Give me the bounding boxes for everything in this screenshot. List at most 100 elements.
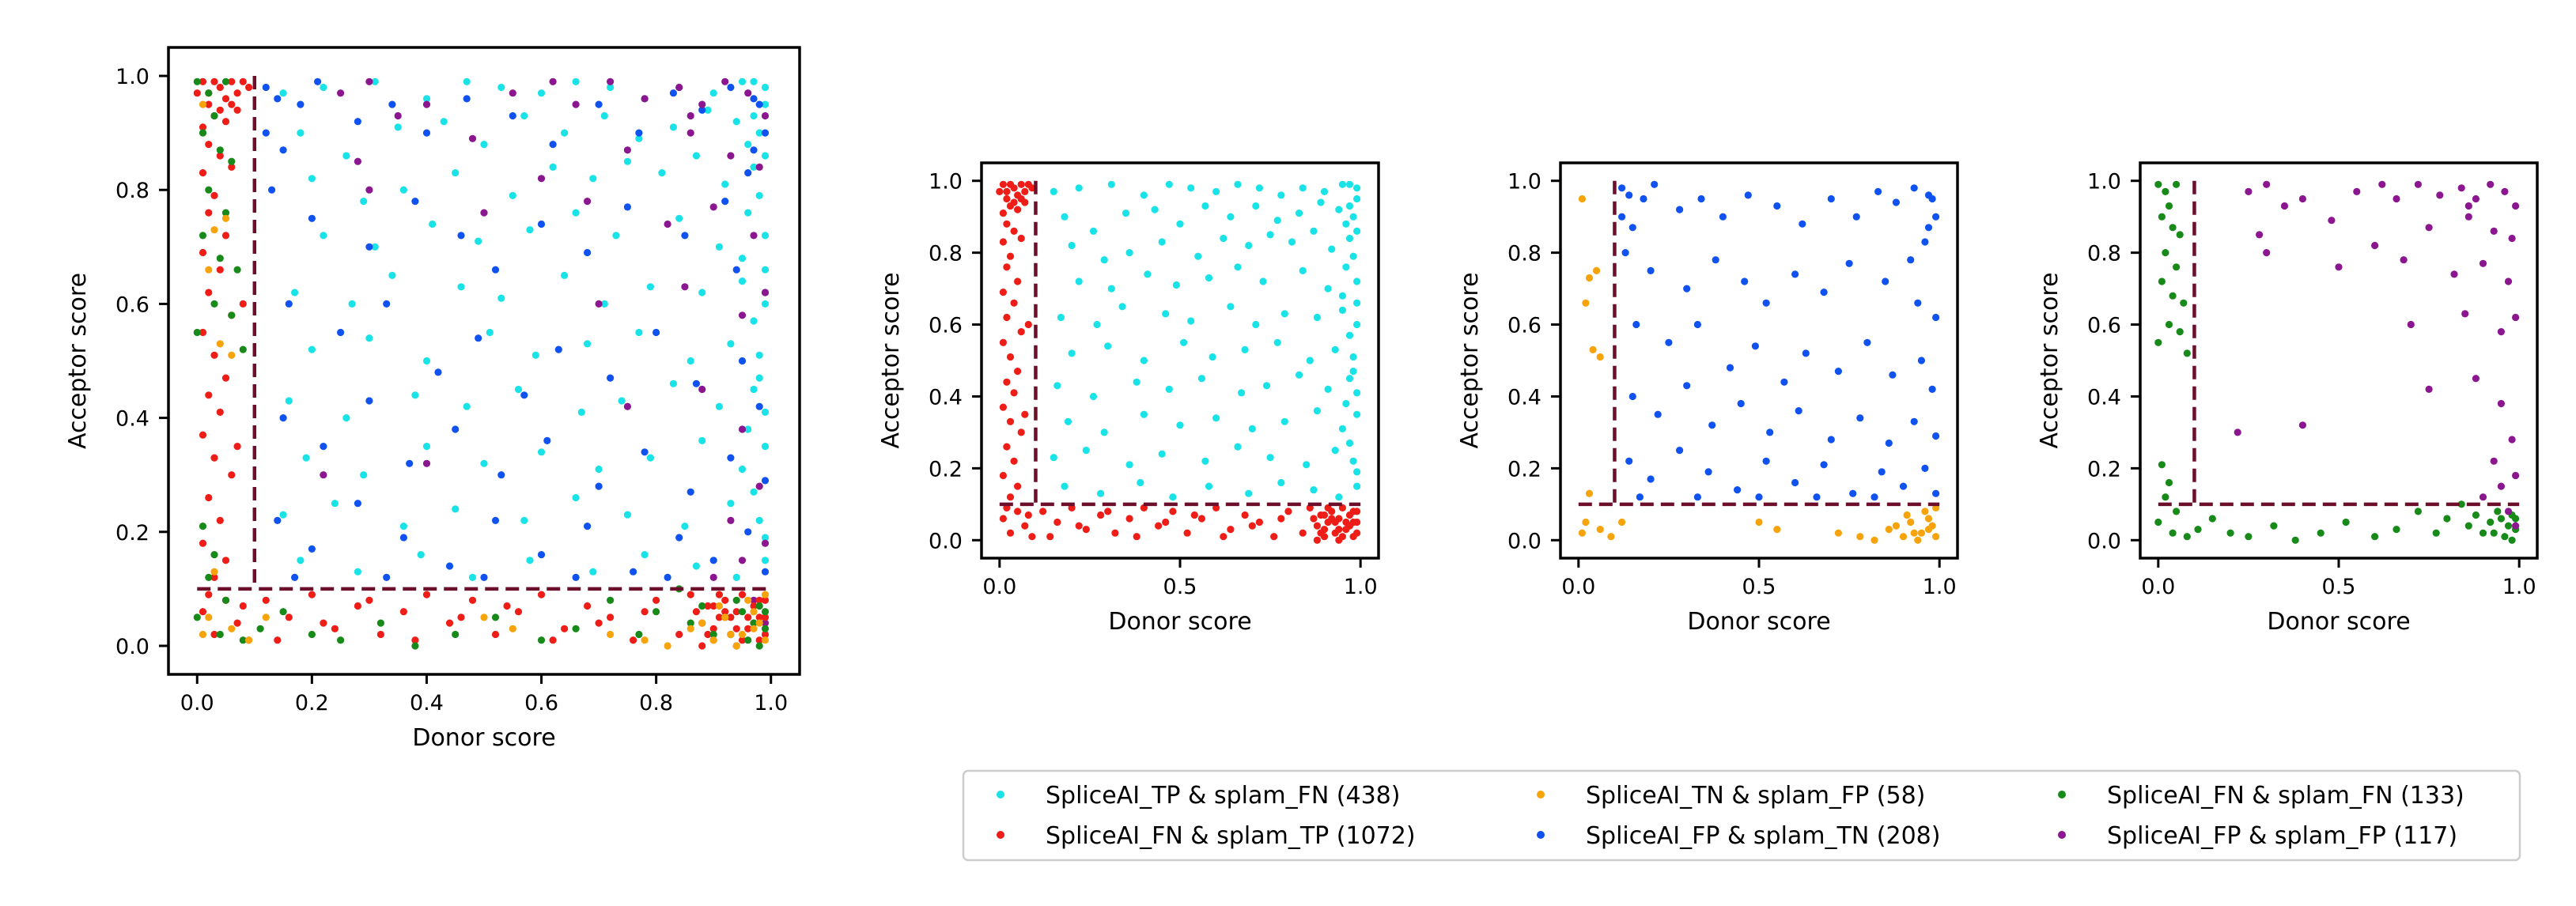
point-tp-fn-65: [1180, 338, 1188, 346]
point-tp-fn-85: [1140, 410, 1148, 418]
point-fn-tp-79: [738, 591, 747, 598]
point-fp-tn-70: [291, 573, 299, 582]
x-tick-label: 0.5: [1742, 575, 1776, 599]
point-fn-tp-92: [704, 630, 712, 639]
point-fp-fp-42: [738, 557, 747, 564]
legend-marker-fn-fn: [2058, 791, 2066, 798]
point-fp-tn-39: [554, 345, 562, 353]
point-fn-tp-31: [1003, 378, 1011, 386]
point-fp-fp-29: [2497, 328, 2505, 336]
point-tp-fn-10: [1299, 184, 1307, 192]
point-fp-tn-66: [675, 534, 683, 542]
point-tn-fp-13: [509, 625, 516, 632]
point-tp-fn-61: [1353, 320, 1361, 329]
point-fn-tp-11: [1006, 202, 1015, 210]
point-fn-fn-33: [607, 596, 615, 604]
point-fn-tp-4: [221, 95, 230, 103]
point-fp-tn-38: [520, 391, 528, 399]
point-tn-fp-14: [607, 630, 615, 639]
point-tp-fn-69: [1306, 357, 1314, 364]
point-fn-tp-30: [1014, 368, 1022, 376]
point-fp-fp-4: [2353, 187, 2361, 195]
point-tp-fn-18: [1176, 220, 1184, 228]
point-tp-fn-52: [348, 300, 356, 308]
point-tp-fn-117: [1345, 331, 1354, 339]
point-tp-fn-107: [526, 557, 534, 564]
point-tn-fp-11: [199, 630, 207, 639]
point-tp-fn-122: [1353, 299, 1361, 307]
point-fn-tp-104: [233, 619, 241, 627]
point-fn-tp-6: [233, 89, 241, 97]
point-fn-tp-19: [199, 169, 207, 177]
point-fp-tn-20: [1907, 256, 1915, 264]
point-fn-tp-21: [210, 191, 218, 199]
point-fn-fn-8: [221, 209, 230, 217]
point-tp-fn-51: [1057, 313, 1065, 322]
point-fp-fp-3: [2298, 194, 2306, 203]
point-tp-fn-49: [1342, 263, 1350, 271]
point-fp-tn-64: [1820, 461, 1828, 469]
point-tp-fn-103: [297, 557, 305, 564]
point-fn-tp-103: [1014, 508, 1022, 515]
point-fn-tp-20: [228, 163, 236, 171]
point-fn-tp-8: [1003, 194, 1011, 203]
point-fp-tn-47: [1683, 382, 1691, 390]
point-fp-tn-24: [411, 198, 419, 206]
point-tp-fn-2: [371, 77, 379, 85]
point-tp-fn-32: [549, 163, 557, 171]
point-fn-tp-25: [1010, 299, 1018, 307]
point-fn-tp-23: [221, 232, 230, 240]
point-fp-tn-40: [607, 374, 615, 382]
point-fp-tn-28: [1820, 289, 1828, 296]
point-tp-fn-96: [452, 505, 460, 513]
point-tp-fn-28: [360, 198, 368, 206]
y-tick-label: 1.0: [929, 170, 963, 194]
point-tp-fn-116: [1338, 292, 1346, 300]
point-tp-fn-29: [1125, 249, 1133, 257]
point-fn-tp-107: [239, 602, 247, 610]
point-fp-tn-37: [475, 334, 482, 342]
point-fn-tp-63: [1104, 508, 1112, 515]
point-fp-fp-7: [2414, 180, 2422, 188]
point-fp-fp-15: [2328, 217, 2336, 225]
legend-label-fp-tn: SpliceAI_FP & splam_TN (208): [1586, 822, 1940, 850]
point-fp-fp-2: [394, 111, 402, 120]
point-fn-fn-35: [653, 608, 660, 616]
point-tn-fp-27: [1892, 522, 1900, 530]
point-fn-tp-29: [210, 351, 218, 359]
point-fp-tn-54: [1885, 439, 1893, 447]
point-tp-fn-74: [411, 391, 419, 399]
point-tp-fn-1: [1075, 184, 1083, 192]
point-tn-fp-4: [216, 340, 224, 348]
point-tp-fn-21: [600, 111, 608, 120]
point-fp-tn-71: [383, 573, 391, 582]
point-fp-tn-31: [1914, 299, 1922, 307]
point-tn-fp-1: [1585, 274, 1594, 282]
point-tp-fn-100: [681, 523, 689, 530]
point-tp-fn-82: [761, 408, 770, 417]
point-fn-fn-12: [2165, 320, 2173, 329]
point-tp-fn-12: [738, 77, 747, 85]
point-fp-tn-57: [274, 516, 282, 525]
point-fn-tp-59: [630, 636, 637, 644]
point-tp-fn-70: [1331, 345, 1339, 353]
point-tp-fn-41: [371, 243, 379, 251]
point-fp-fp-40: [2504, 508, 2513, 515]
point-fn-tp-20: [1017, 234, 1025, 243]
panel-combined: 0.0 0.2 0.4 0.6 0.8 1.0 0.0 0.2 0.4 0.6 0.8 1.0 Dono…: [64, 46, 801, 752]
point-fn-tp-38: [199, 539, 207, 547]
point-fp-fp-15: [468, 134, 477, 142]
point-tp-fn-63: [1104, 342, 1112, 350]
x-tick-label: 0.2: [295, 691, 329, 715]
point-fn-tp-54: [1197, 515, 1205, 523]
x-axis-label: Donor score: [412, 724, 555, 752]
point-tp-fn-80: [715, 402, 724, 410]
point-fn-tp-34: [210, 454, 218, 462]
point-fn-tp-14: [1021, 198, 1029, 206]
point-fp-fp-16: [2371, 241, 2379, 250]
point-tn-fp-12: [480, 613, 488, 621]
point-fn-tp-93: [715, 591, 724, 598]
legend-label-fn-fn: SpliceAI_FN & splam_FN (133): [2107, 782, 2464, 810]
point-tn-fp-10: [1618, 518, 1626, 527]
point-fp-tn-1: [274, 95, 282, 103]
